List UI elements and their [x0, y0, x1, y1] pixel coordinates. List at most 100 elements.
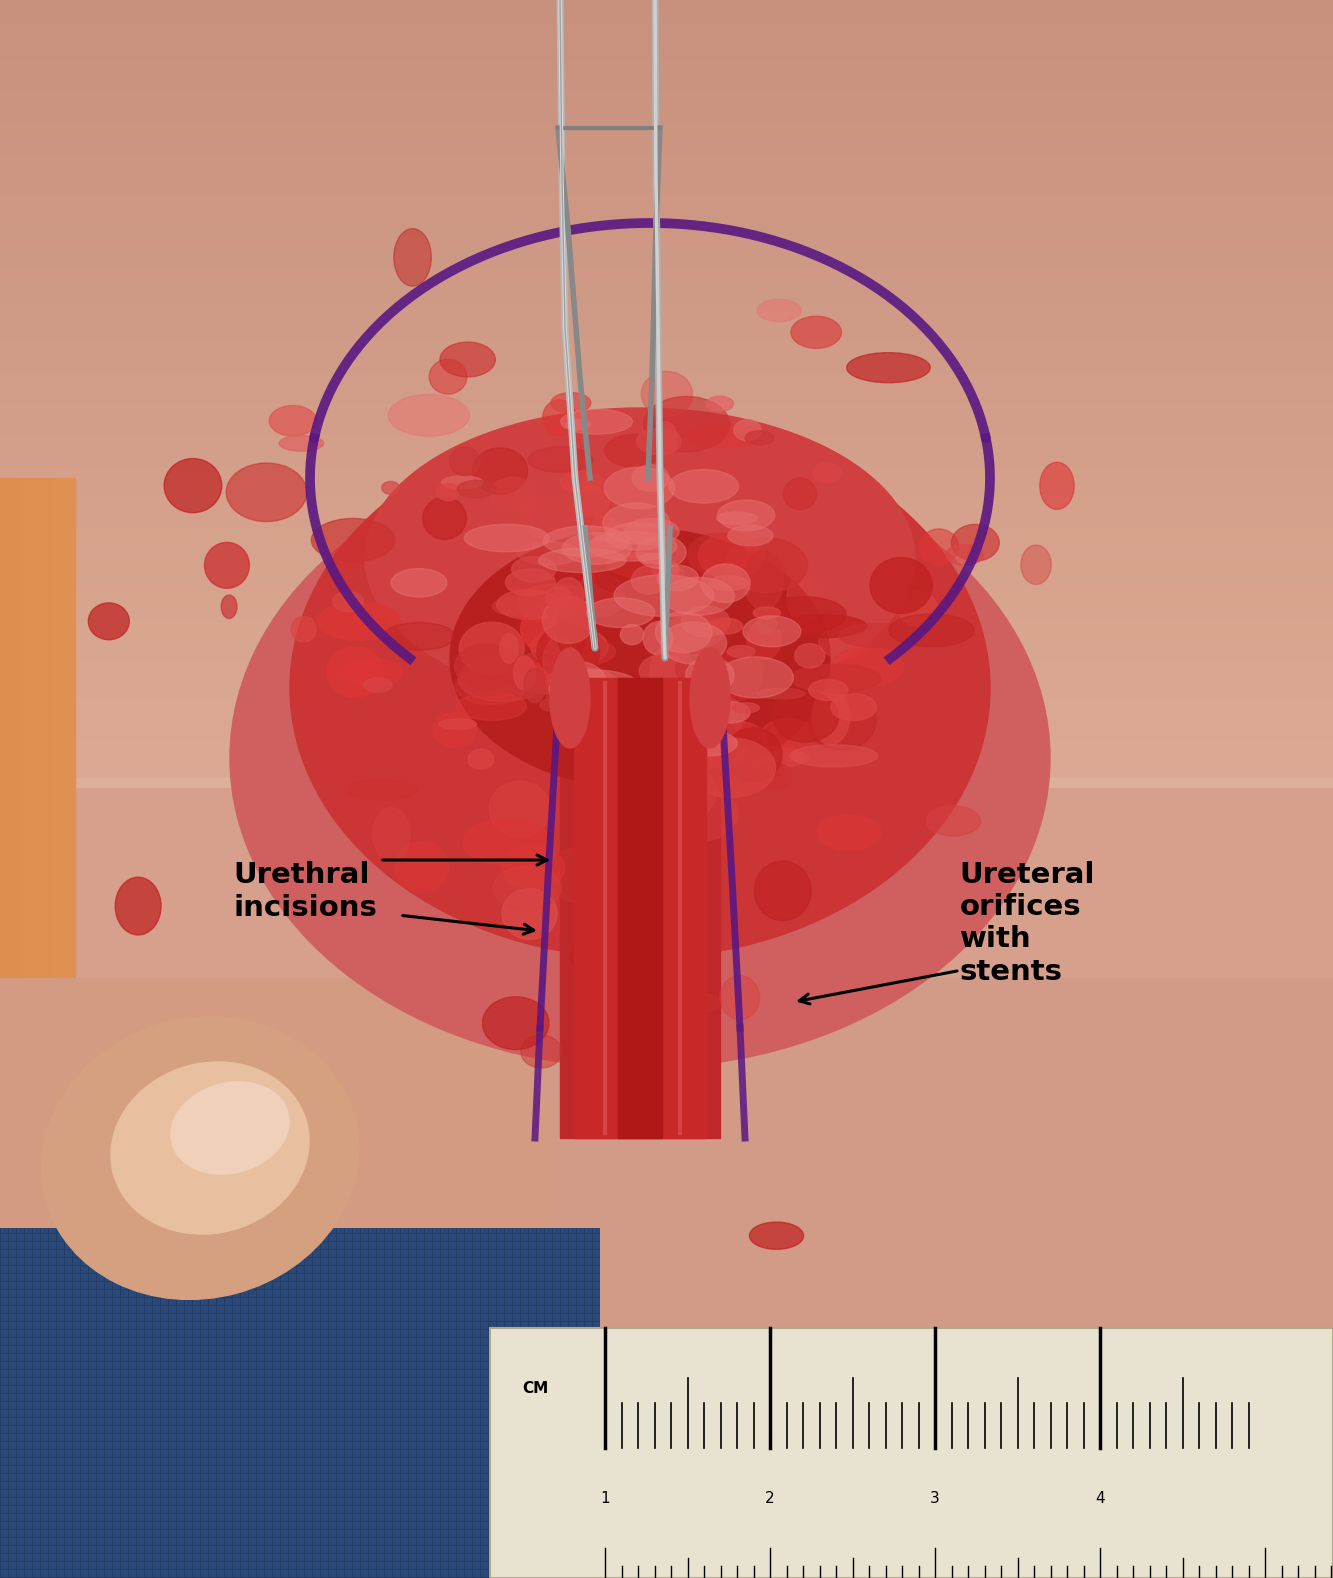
Ellipse shape — [451, 529, 830, 787]
Ellipse shape — [347, 780, 417, 800]
Ellipse shape — [441, 477, 483, 489]
Ellipse shape — [551, 649, 591, 748]
Text: CM: CM — [523, 1381, 548, 1397]
Ellipse shape — [497, 590, 560, 619]
Ellipse shape — [383, 623, 456, 650]
Ellipse shape — [575, 574, 625, 617]
Ellipse shape — [505, 570, 556, 596]
Ellipse shape — [585, 731, 615, 761]
Ellipse shape — [423, 497, 467, 540]
Ellipse shape — [806, 691, 876, 750]
Ellipse shape — [587, 598, 655, 628]
Ellipse shape — [603, 503, 669, 544]
Ellipse shape — [563, 532, 632, 565]
Ellipse shape — [489, 781, 551, 838]
Ellipse shape — [790, 745, 877, 767]
Ellipse shape — [551, 847, 595, 903]
Ellipse shape — [632, 466, 669, 491]
Ellipse shape — [483, 997, 549, 1049]
Ellipse shape — [813, 462, 841, 483]
Ellipse shape — [464, 524, 549, 552]
Ellipse shape — [503, 888, 557, 939]
Ellipse shape — [761, 720, 814, 751]
Ellipse shape — [761, 596, 846, 633]
Ellipse shape — [757, 300, 801, 322]
Ellipse shape — [388, 394, 469, 436]
Ellipse shape — [709, 619, 742, 634]
Ellipse shape — [946, 544, 984, 565]
Ellipse shape — [591, 795, 660, 827]
Ellipse shape — [717, 511, 757, 524]
Ellipse shape — [818, 626, 872, 658]
Ellipse shape — [164, 459, 221, 513]
Bar — [491, 1329, 1333, 1578]
Ellipse shape — [640, 655, 686, 688]
Ellipse shape — [742, 615, 801, 647]
Ellipse shape — [269, 406, 316, 436]
Ellipse shape — [468, 750, 493, 768]
Ellipse shape — [701, 737, 749, 768]
Ellipse shape — [41, 1016, 359, 1299]
Ellipse shape — [649, 644, 694, 701]
Ellipse shape — [171, 1083, 289, 1174]
Ellipse shape — [88, 603, 129, 639]
Ellipse shape — [754, 862, 810, 920]
Ellipse shape — [381, 481, 400, 494]
Ellipse shape — [512, 557, 556, 582]
Ellipse shape — [790, 316, 841, 349]
Ellipse shape — [561, 409, 632, 434]
Ellipse shape — [639, 685, 670, 734]
Ellipse shape — [720, 975, 760, 1019]
Ellipse shape — [649, 786, 738, 843]
Ellipse shape — [521, 601, 593, 656]
Ellipse shape — [734, 420, 761, 440]
Ellipse shape — [541, 559, 599, 590]
Ellipse shape — [1040, 462, 1074, 510]
Ellipse shape — [605, 522, 670, 551]
Ellipse shape — [540, 638, 616, 666]
Ellipse shape — [756, 688, 805, 699]
Ellipse shape — [595, 560, 666, 593]
Ellipse shape — [592, 516, 616, 540]
Ellipse shape — [688, 533, 745, 574]
Ellipse shape — [754, 762, 792, 789]
Ellipse shape — [952, 524, 1000, 562]
Ellipse shape — [543, 399, 576, 436]
Ellipse shape — [784, 478, 817, 510]
Ellipse shape — [547, 680, 581, 707]
Ellipse shape — [605, 740, 682, 770]
Ellipse shape — [545, 667, 616, 694]
Ellipse shape — [663, 578, 734, 615]
Ellipse shape — [757, 615, 777, 633]
Ellipse shape — [517, 584, 593, 623]
Ellipse shape — [812, 690, 849, 745]
Ellipse shape — [391, 568, 447, 596]
Ellipse shape — [492, 596, 556, 617]
Ellipse shape — [544, 525, 629, 557]
Ellipse shape — [291, 617, 316, 642]
Ellipse shape — [609, 715, 661, 742]
Ellipse shape — [605, 434, 661, 467]
Ellipse shape — [792, 664, 881, 693]
Ellipse shape — [332, 592, 364, 612]
Ellipse shape — [710, 702, 750, 723]
Text: 3: 3 — [930, 1491, 940, 1505]
Ellipse shape — [567, 420, 591, 429]
Ellipse shape — [690, 649, 730, 748]
Ellipse shape — [327, 647, 383, 697]
Ellipse shape — [543, 596, 595, 644]
Ellipse shape — [111, 1062, 309, 1234]
Ellipse shape — [520, 497, 584, 540]
Ellipse shape — [624, 563, 684, 584]
Ellipse shape — [624, 519, 678, 544]
Ellipse shape — [732, 702, 760, 713]
Ellipse shape — [291, 418, 990, 958]
Ellipse shape — [753, 608, 780, 619]
Ellipse shape — [540, 697, 573, 712]
Ellipse shape — [681, 606, 729, 638]
Ellipse shape — [817, 814, 881, 851]
Ellipse shape — [725, 727, 782, 781]
Ellipse shape — [569, 945, 655, 970]
Ellipse shape — [672, 754, 697, 786]
Ellipse shape — [433, 713, 476, 746]
